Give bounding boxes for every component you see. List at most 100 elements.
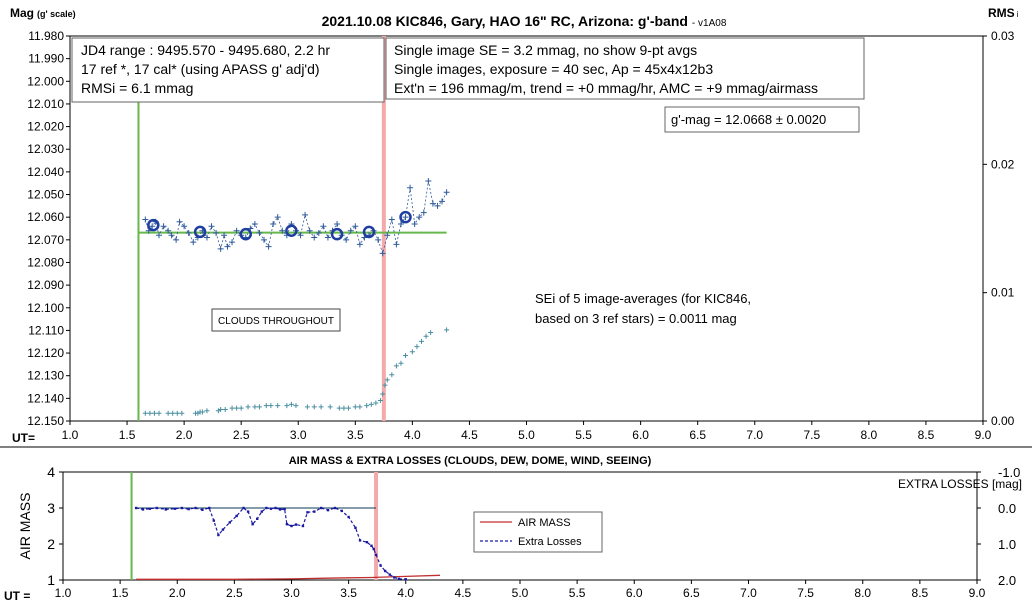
extra-losses-point — [260, 510, 263, 513]
average-point — [285, 224, 298, 238]
single-image-point — [190, 239, 197, 246]
extra-losses-point — [269, 507, 273, 510]
result-box: g'-mag = 12.0668 ± 0.0020 — [664, 106, 860, 133]
svg-text:Single image SE = 3.2 mmag, no: Single image SE = 3.2 mmag, no show 9-pt… — [394, 42, 697, 58]
extra-losses-point — [256, 517, 259, 520]
chart-version: - v1A08 — [692, 18, 727, 29]
rms-point — [179, 410, 185, 416]
svg-text:Ext'n = 196 mmag/m, trend = +0: Ext'n = 196 mmag/m, trend = +0 mmag/hr, … — [394, 80, 818, 96]
legend-airmass-label: AIR MASS — [518, 517, 571, 529]
single-image-point — [439, 198, 446, 205]
x-tick-label: 3.0 — [290, 428, 307, 442]
bottom-y-tick-label: 3 — [47, 500, 55, 516]
single-image-point — [434, 202, 441, 209]
extra-losses-point — [173, 507, 177, 510]
single-image-point — [221, 232, 228, 239]
y-tick-label: 12.040 — [27, 165, 64, 179]
rms-point — [263, 403, 269, 409]
extra-losses-point — [201, 508, 204, 511]
svg-text:RMSi = 6.1 mmag: RMSi = 6.1 mmag — [81, 80, 193, 96]
single-image-point — [168, 232, 175, 239]
single-image-point — [213, 230, 220, 237]
bottom-x-tick-label: 3.0 — [283, 586, 300, 600]
rms-point — [419, 338, 425, 344]
single-image-point — [256, 230, 263, 237]
rms-point — [377, 397, 383, 403]
legend-losses-label: Extra Losses — [518, 536, 582, 548]
rms-point — [327, 404, 333, 410]
extra-losses-point — [383, 569, 387, 573]
y2-tick-label: 0.03 — [991, 29, 1015, 43]
single-image-point — [416, 214, 423, 221]
y-tick-label: 12.130 — [27, 369, 64, 383]
x-tick-label: 1.5 — [119, 428, 136, 442]
single-image-point — [320, 223, 327, 230]
single-image-point — [224, 243, 231, 250]
bottom-x-tick-label: 1.0 — [55, 586, 72, 600]
x-tick-label: 4.5 — [461, 428, 478, 442]
single-image-point — [425, 177, 432, 184]
single-image-point — [265, 243, 272, 250]
extra-losses-point — [333, 506, 337, 510]
extra-losses-point — [358, 539, 362, 542]
rms-point — [414, 344, 420, 350]
clouds-note: CLOUDS THROUGHOUT — [211, 308, 341, 332]
svg-text:g'-mag = 12.0668 ± 0.0020: g'-mag = 12.0668 ± 0.0020 — [671, 112, 826, 127]
y-tick-label: 12.060 — [27, 210, 64, 224]
x-tick-label: 7.5 — [803, 428, 820, 442]
rms-point — [393, 363, 399, 369]
rms-point — [252, 404, 258, 410]
single-image-point — [429, 200, 436, 207]
rms-point — [409, 349, 415, 355]
single-image-point — [388, 216, 395, 223]
rms-point — [156, 410, 162, 416]
extra-losses-point — [294, 523, 298, 526]
bottom-x-tick-label: 3.5 — [340, 586, 357, 600]
rms-point — [165, 410, 171, 416]
single-image-point — [343, 236, 350, 243]
single-image-point — [306, 227, 313, 234]
bottom-x-tick-label: 8.0 — [854, 586, 871, 600]
rms-point — [364, 403, 370, 409]
rms-point — [423, 333, 429, 339]
bottom-x-tick-label: 5.5 — [569, 586, 586, 600]
extra-losses-point — [397, 577, 401, 581]
rms-point — [288, 401, 294, 407]
extra-losses-point — [370, 544, 373, 547]
y-tick-label: 12.120 — [27, 346, 64, 360]
rms-point — [389, 372, 395, 378]
rms-point — [245, 404, 251, 410]
single-image-point — [397, 220, 404, 227]
single-image-point — [297, 232, 304, 239]
rms-point — [368, 401, 374, 407]
bottom-x-tick-label: 4.5 — [455, 586, 472, 600]
rms-point — [380, 391, 386, 397]
extra-losses-point — [164, 508, 168, 511]
single-image-point — [302, 211, 309, 218]
y2-axis-label: RMS i — [988, 6, 1019, 20]
extra-losses-point — [208, 506, 211, 510]
extra-losses-point — [347, 515, 350, 519]
extra-losses-point — [278, 508, 282, 511]
rms-point — [373, 400, 379, 406]
extra-losses-point — [326, 508, 330, 512]
bottom-y2-tick-label: 0.0 — [998, 501, 1016, 516]
bottom-x-tick-label: 1.5 — [112, 586, 129, 600]
extra-losses-point — [251, 523, 254, 526]
rms-point — [382, 382, 388, 388]
extra-losses-point — [221, 528, 225, 531]
single-image-point — [156, 232, 163, 239]
single-image-point — [233, 227, 240, 234]
rms-point — [234, 405, 240, 411]
extra-losses-point — [354, 526, 357, 529]
bottom-x-tick-label: 2.5 — [226, 586, 243, 600]
svg-text:Single images, exposure = 40 s: Single images, exposure = 40 sec, Ap = 4… — [394, 61, 713, 77]
x-tick-label: 6.5 — [689, 428, 706, 442]
extra-losses-point — [148, 507, 152, 510]
rms-point — [352, 404, 358, 410]
extra-losses-point — [228, 521, 232, 524]
extra-losses-point — [374, 553, 378, 556]
single-image-point — [279, 227, 286, 234]
y-tick-label: 11.990 — [28, 52, 64, 66]
